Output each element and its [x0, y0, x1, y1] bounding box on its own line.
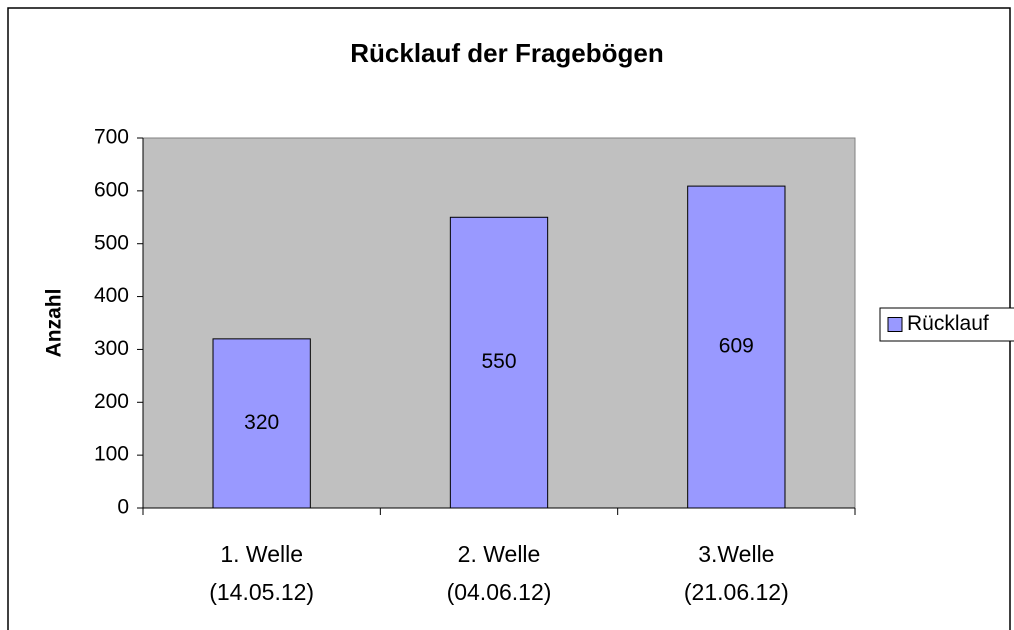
- x-tick-label: (14.05.12): [209, 579, 314, 605]
- data-label: 550: [481, 350, 516, 373]
- x-tick-label: (04.06.12): [447, 579, 552, 605]
- data-label: 609: [719, 335, 754, 358]
- chart-title: Rücklauf der Fragebögen: [350, 38, 664, 68]
- legend-label: Rücklauf: [907, 312, 989, 335]
- y-tick-label: 600: [94, 178, 129, 201]
- y-tick-label: 700: [94, 126, 129, 149]
- x-tick-label: 1. Welle: [220, 541, 303, 567]
- y-tick-label: 0: [117, 496, 129, 519]
- y-tick-label: 300: [94, 337, 129, 360]
- x-tick-label: (21.06.12): [684, 579, 789, 605]
- data-label: 320: [244, 411, 279, 434]
- bar: [449, 216, 549, 509]
- x-tick-label: 2. Welle: [458, 541, 541, 567]
- bar: [212, 338, 311, 509]
- legend: [879, 307, 1014, 342]
- y-tick-label: 100: [94, 443, 129, 466]
- y-axis-title: Anzahl: [43, 289, 66, 358]
- x-tick-label: 3.Welle: [698, 541, 774, 567]
- y-tick-label: 400: [94, 284, 129, 307]
- bar: [687, 185, 786, 509]
- y-tick-label: 500: [94, 231, 129, 254]
- y-tick-label: 200: [94, 390, 129, 413]
- legend-swatch: [887, 317, 903, 332]
